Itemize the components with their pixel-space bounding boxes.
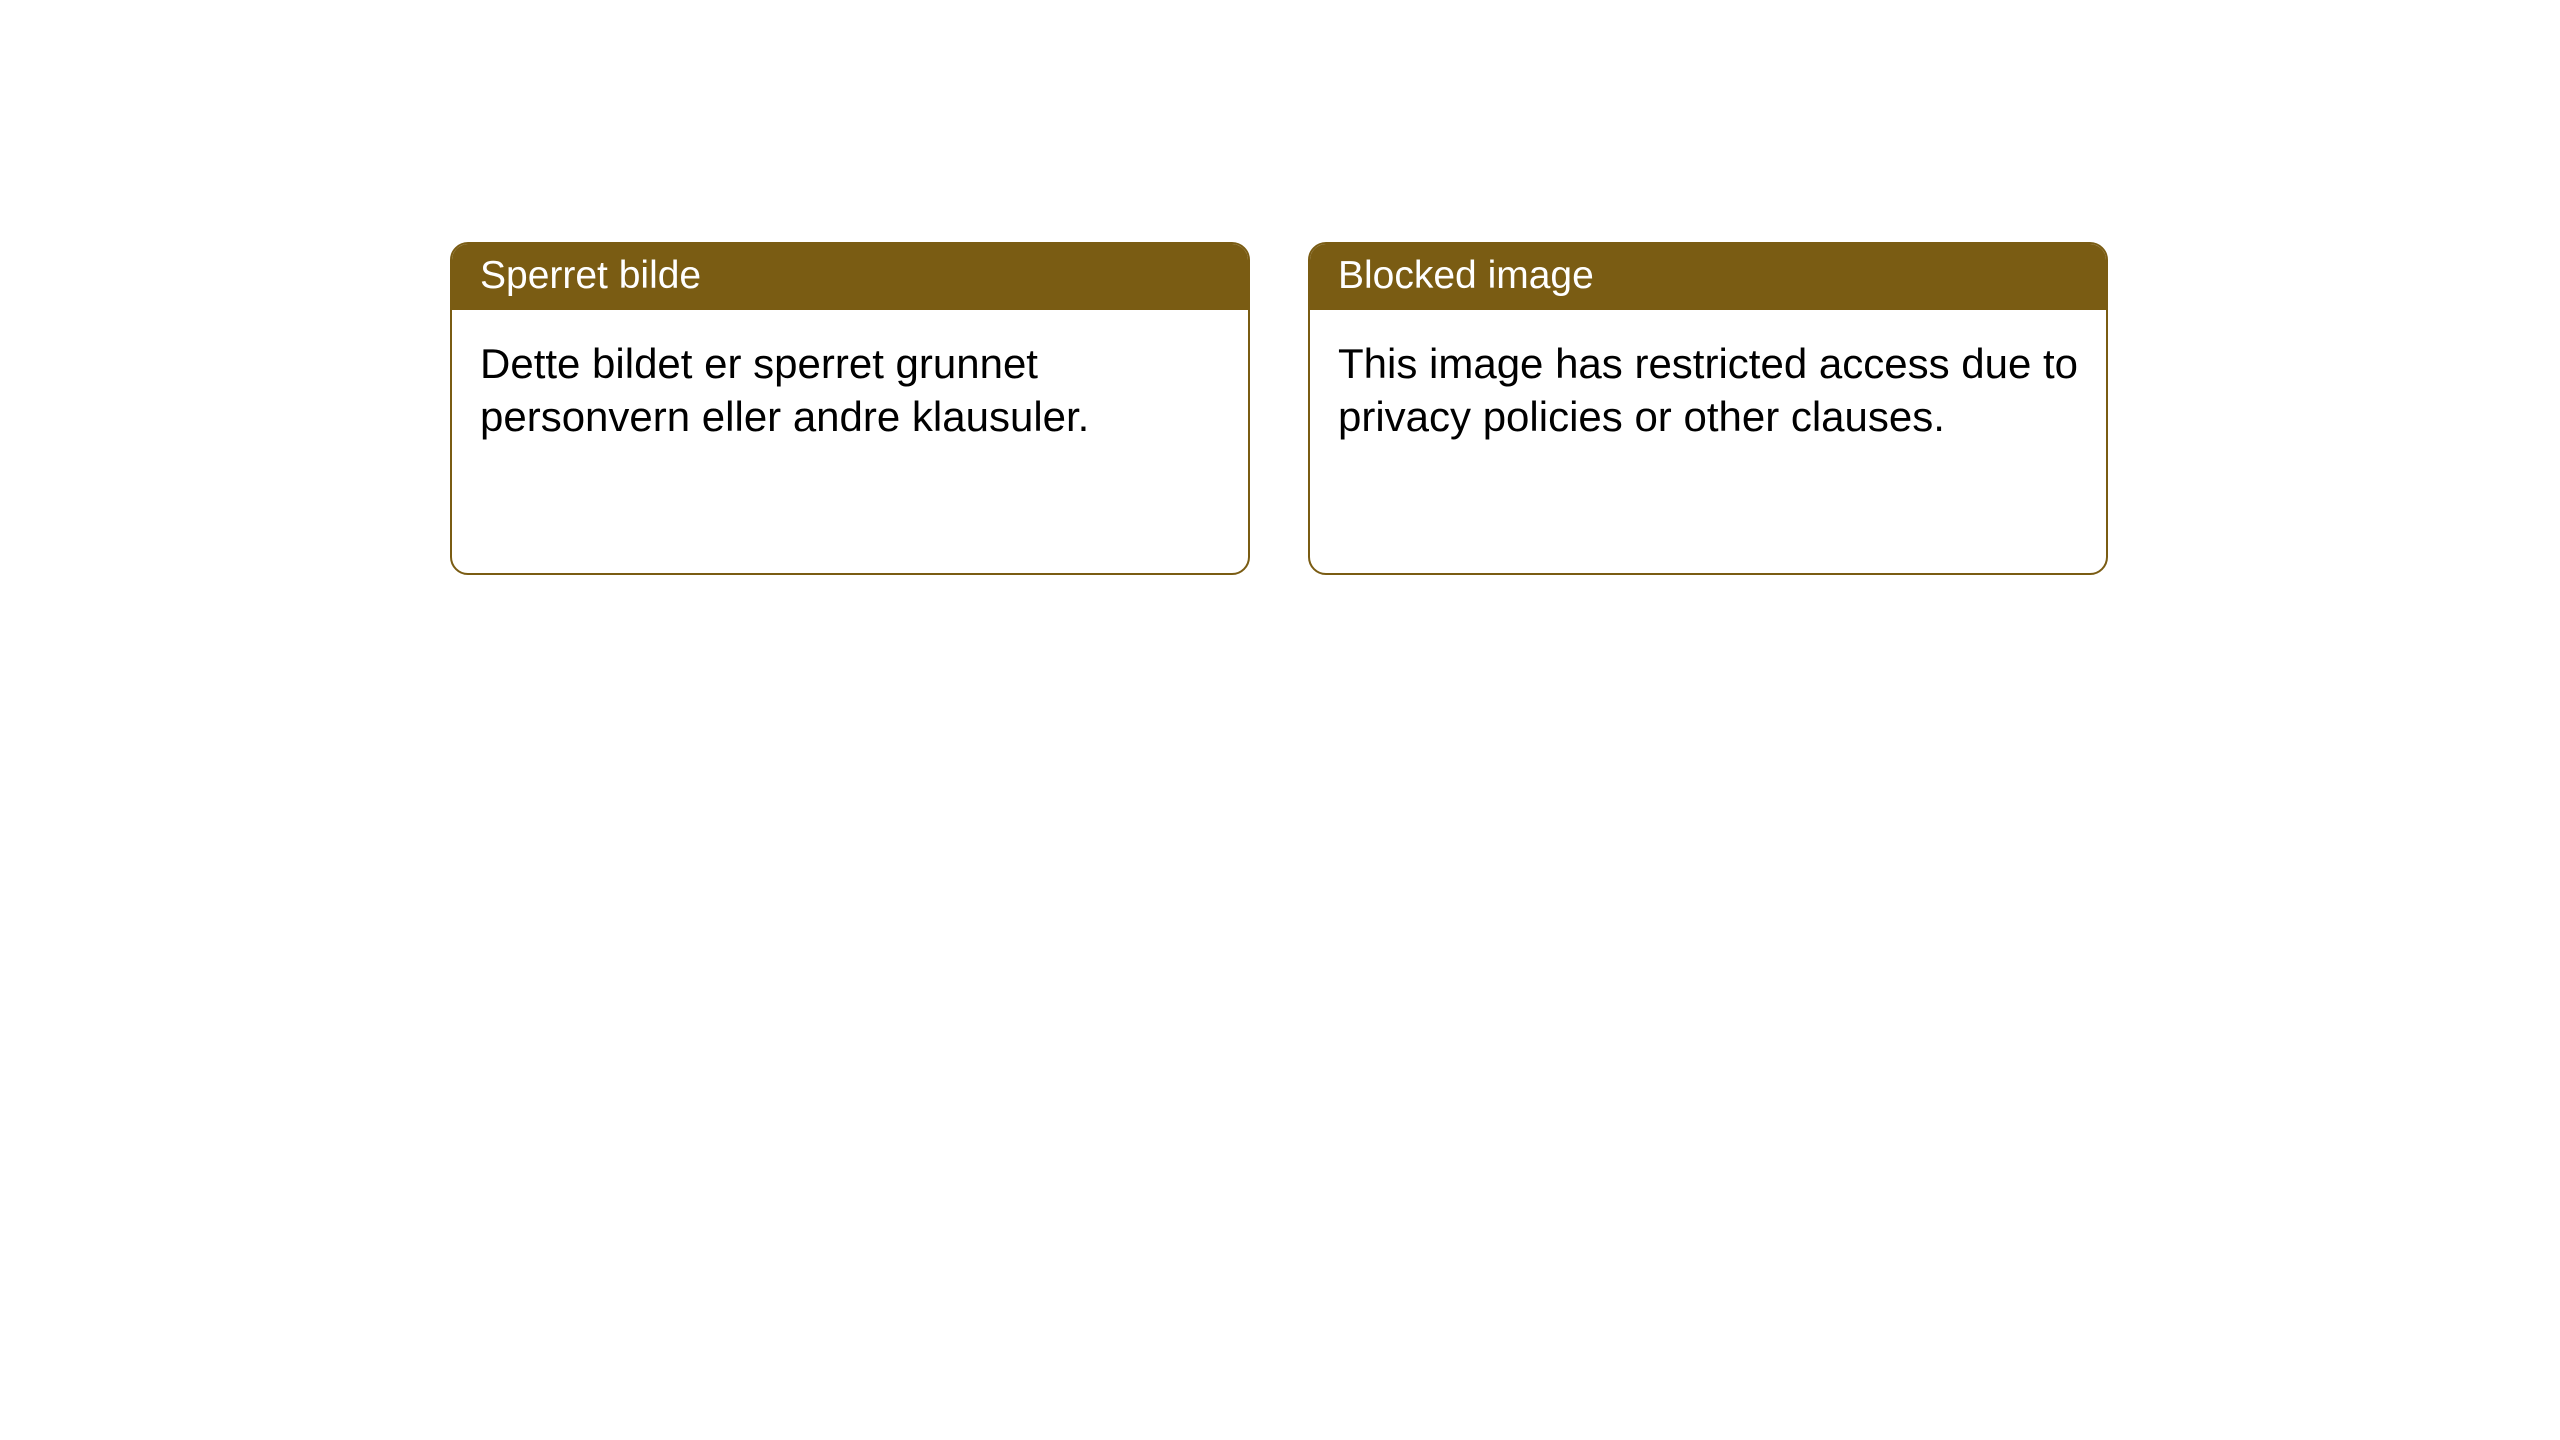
notice-title: Sperret bilde [480,254,701,297]
notice-container: Sperret bilde Dette bildet er sperret gr… [450,242,2108,575]
notice-header: Blocked image [1310,244,2106,310]
notice-body-text: This image has restricted access due to … [1338,340,2078,440]
notice-body: Dette bildet er sperret grunnet personve… [452,310,1248,471]
notice-body: This image has restricted access due to … [1310,310,2106,471]
notice-body-text: Dette bildet er sperret grunnet personve… [480,340,1089,440]
notice-box-norwegian: Sperret bilde Dette bildet er sperret gr… [450,242,1250,575]
notice-title: Blocked image [1338,254,1594,297]
notice-box-english: Blocked image This image has restricted … [1308,242,2108,575]
notice-header: Sperret bilde [452,244,1248,310]
